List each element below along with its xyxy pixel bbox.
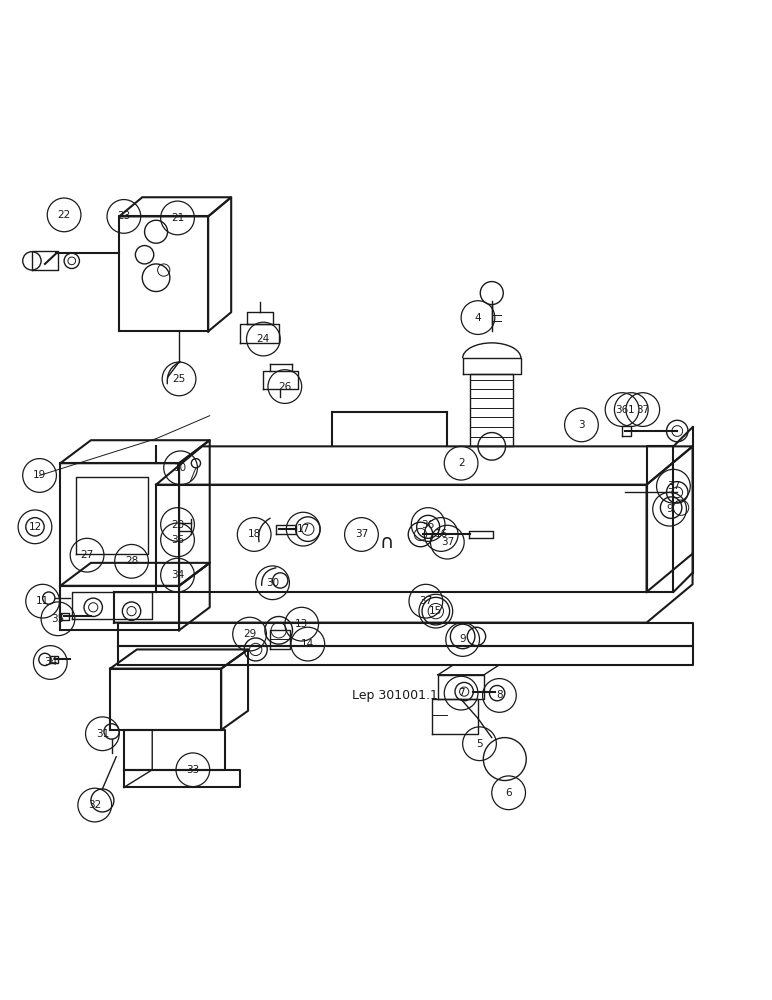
Text: 37: 37 bbox=[667, 481, 680, 491]
Text: 7: 7 bbox=[458, 688, 465, 698]
Text: 29: 29 bbox=[243, 629, 256, 639]
Text: 28: 28 bbox=[125, 556, 138, 566]
Text: 17: 17 bbox=[296, 524, 310, 534]
Text: 22: 22 bbox=[57, 210, 71, 220]
Text: 13: 13 bbox=[295, 619, 308, 629]
Text: 31: 31 bbox=[96, 729, 109, 739]
Text: 10: 10 bbox=[174, 463, 187, 473]
Text: 32: 32 bbox=[88, 800, 101, 810]
Text: 14: 14 bbox=[301, 639, 314, 649]
Text: 6: 6 bbox=[506, 788, 512, 798]
Text: 30: 30 bbox=[266, 578, 279, 588]
Text: 21: 21 bbox=[171, 213, 185, 223]
Text: 37: 37 bbox=[419, 596, 432, 606]
Text: 26: 26 bbox=[278, 382, 292, 392]
Text: 18: 18 bbox=[248, 529, 261, 539]
Text: 36: 36 bbox=[422, 520, 435, 530]
Text: 5: 5 bbox=[476, 739, 482, 749]
Text: 37: 37 bbox=[355, 529, 368, 539]
Text: 1: 1 bbox=[628, 405, 635, 415]
Text: 3: 3 bbox=[578, 420, 584, 430]
Text: 23: 23 bbox=[117, 211, 130, 221]
Text: $\cap$: $\cap$ bbox=[379, 533, 393, 552]
Text: 27: 27 bbox=[80, 550, 93, 560]
Text: Lep 301001.1: Lep 301001.1 bbox=[351, 689, 438, 702]
Text: 9: 9 bbox=[666, 504, 673, 514]
Text: 15: 15 bbox=[429, 606, 442, 616]
Text: 8: 8 bbox=[496, 690, 503, 700]
Text: 34: 34 bbox=[171, 570, 185, 580]
Text: 24: 24 bbox=[257, 334, 270, 344]
Text: 20: 20 bbox=[171, 520, 184, 530]
Text: 37: 37 bbox=[441, 537, 454, 547]
Text: 11: 11 bbox=[36, 596, 49, 606]
Text: 34: 34 bbox=[44, 657, 57, 667]
Text: 35: 35 bbox=[51, 614, 65, 624]
Text: 2: 2 bbox=[458, 458, 465, 468]
Text: 33: 33 bbox=[186, 765, 199, 775]
Text: 35: 35 bbox=[171, 535, 185, 545]
Text: 25: 25 bbox=[172, 374, 186, 384]
Text: 19: 19 bbox=[33, 470, 46, 480]
Text: 16: 16 bbox=[435, 529, 448, 539]
Text: 12: 12 bbox=[29, 522, 42, 532]
Text: 9: 9 bbox=[459, 634, 466, 644]
Text: 4: 4 bbox=[475, 313, 481, 323]
Text: 36: 36 bbox=[615, 405, 628, 415]
Text: 37: 37 bbox=[636, 405, 649, 415]
